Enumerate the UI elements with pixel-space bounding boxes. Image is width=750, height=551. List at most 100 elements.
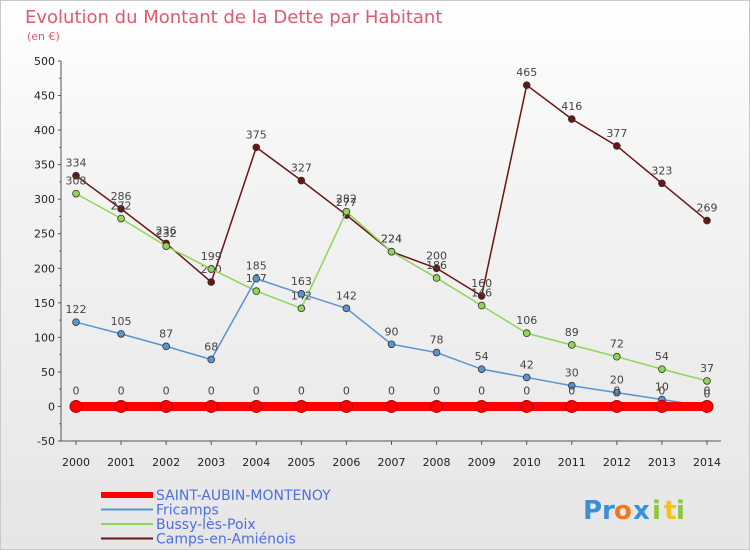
data-point xyxy=(339,399,353,413)
data-point xyxy=(204,399,218,413)
data-point xyxy=(207,265,216,273)
data-point xyxy=(522,81,531,89)
data-point xyxy=(477,301,486,310)
legend-label: Camps-en-Amiénois xyxy=(156,532,296,548)
data-label: 0 xyxy=(523,384,530,397)
y-tick-label: 150 xyxy=(34,297,55,310)
data-label: 269 xyxy=(697,202,718,215)
y-tick-label: 250 xyxy=(34,228,55,241)
series-3: 3342862362003753272772242001604654163773… xyxy=(66,66,718,300)
x-tick-label: 2010 xyxy=(513,456,541,469)
y-tick-label: 50 xyxy=(41,366,55,379)
data-point xyxy=(613,142,621,150)
data-point xyxy=(294,399,308,413)
data-label: 277 xyxy=(336,196,357,209)
data-label: 42 xyxy=(520,358,534,371)
data-point xyxy=(297,176,306,185)
legend: SAINT-AUBIN-MONTENOYFricampsBussy-lès-Po… xyxy=(101,488,331,548)
x-tick-label: 2009 xyxy=(468,456,496,469)
data-label: 0 xyxy=(208,384,215,397)
data-label: 37 xyxy=(700,362,714,375)
x-tick-label: 2008 xyxy=(423,456,451,469)
data-label: 0 xyxy=(343,384,350,397)
data-label: 416 xyxy=(561,100,582,113)
y-tick-label: 400 xyxy=(34,124,55,137)
data-point xyxy=(72,189,80,198)
y-tick-label: 200 xyxy=(34,262,55,275)
x-tick-label: 2013 xyxy=(648,456,676,469)
data-point xyxy=(387,340,396,349)
data-label: 0 xyxy=(568,384,575,397)
logo-letter: P xyxy=(583,496,602,526)
data-point xyxy=(117,205,125,213)
x-tick-label: 2012 xyxy=(603,456,631,469)
data-point xyxy=(703,216,711,225)
data-label: 163 xyxy=(291,275,312,288)
data-point xyxy=(430,399,444,413)
data-point xyxy=(162,242,170,250)
data-label: 236 xyxy=(156,224,177,237)
logo-letter: i xyxy=(676,496,685,526)
data-label: 232 xyxy=(156,227,177,240)
data-label: 90 xyxy=(385,325,399,338)
data-label: 54 xyxy=(475,350,489,363)
data-label: 308 xyxy=(66,175,87,188)
data-point xyxy=(432,348,441,357)
data-point xyxy=(297,304,306,313)
data-label: 0 xyxy=(658,384,665,397)
legend-label: Fricamps xyxy=(156,503,219,519)
y-tick-label: 0 xyxy=(48,400,55,413)
x-tick-label: 2004 xyxy=(242,456,270,469)
data-label: 0 xyxy=(163,384,170,397)
data-label: 54 xyxy=(655,350,669,363)
chart-title: Evolution du Montant de la Dette par Hab… xyxy=(25,7,442,28)
data-point xyxy=(475,399,489,413)
data-point xyxy=(342,207,351,216)
data-point xyxy=(342,304,351,313)
data-point xyxy=(658,179,666,188)
data-label: 0 xyxy=(433,384,440,397)
series-0: 0 0 0 0 0 0 0 0 0 0 0 0 0 0 0 xyxy=(69,384,714,413)
data-point xyxy=(610,399,624,413)
data-point xyxy=(567,381,576,390)
data-label: 20 xyxy=(610,374,624,387)
y-tick-label: 100 xyxy=(34,331,55,344)
data-point xyxy=(613,388,621,397)
x-tick-label: 2007 xyxy=(378,456,406,469)
data-label: 0 xyxy=(298,384,305,397)
data-point xyxy=(703,377,711,385)
y-tick-label: 500 xyxy=(34,55,55,68)
series-line xyxy=(75,192,708,382)
y-tick-label: -50 xyxy=(37,435,55,448)
x-tick-label: 2001 xyxy=(107,456,135,469)
x-tick-label: 2005 xyxy=(287,456,315,469)
data-label: 72 xyxy=(610,338,624,351)
data-point xyxy=(385,399,398,413)
data-label: 10 xyxy=(655,381,669,394)
data-point xyxy=(69,399,83,413)
x-tick-label: 2003 xyxy=(197,456,225,469)
x-tick-label: 2006 xyxy=(332,456,360,469)
series-layer: 3342862362003753272772242001604654163773… xyxy=(66,66,718,413)
data-label: 0 xyxy=(613,384,620,397)
x-tick-label: 2014 xyxy=(693,456,721,469)
data-label: 0 xyxy=(388,384,395,397)
data-label: 327 xyxy=(291,162,312,175)
x-tick-label: 2002 xyxy=(152,456,180,469)
data-point xyxy=(252,287,261,295)
data-point xyxy=(477,365,486,373)
logo-letter: o xyxy=(614,496,632,526)
data-point xyxy=(567,341,576,349)
data-point xyxy=(252,143,261,152)
data-point xyxy=(477,292,486,300)
data-point xyxy=(207,355,216,364)
data-label: 30 xyxy=(565,367,579,380)
data-point xyxy=(297,290,306,298)
logo-letter: i xyxy=(652,496,661,526)
data-label: 200 xyxy=(426,249,447,262)
y-tick-label: 300 xyxy=(34,193,55,206)
data-point xyxy=(252,274,261,283)
data-point xyxy=(162,342,170,351)
